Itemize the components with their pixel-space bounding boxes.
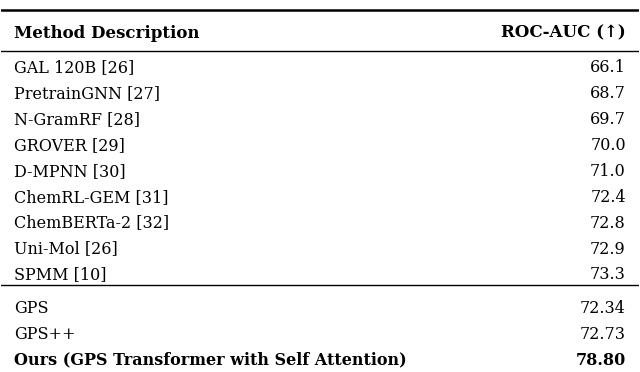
Text: 78.80: 78.80 — [575, 352, 626, 369]
Text: 72.9: 72.9 — [590, 241, 626, 257]
Text: 72.8: 72.8 — [590, 215, 626, 232]
Text: GROVER [29]: GROVER [29] — [14, 137, 125, 154]
Text: 72.73: 72.73 — [580, 326, 626, 343]
Text: 66.1: 66.1 — [590, 59, 626, 76]
Text: Ours (GPS Transformer with Self Attention): Ours (GPS Transformer with Self Attentio… — [14, 352, 407, 369]
Text: 69.7: 69.7 — [590, 111, 626, 128]
Text: Uni-Mol [26]: Uni-Mol [26] — [14, 241, 118, 257]
Text: ChemRL-GEM [31]: ChemRL-GEM [31] — [14, 189, 168, 206]
Text: 72.4: 72.4 — [590, 189, 626, 206]
Text: ChemBERTa-2 [32]: ChemBERTa-2 [32] — [14, 215, 169, 232]
Text: 73.3: 73.3 — [590, 266, 626, 283]
Text: D-MPNN [30]: D-MPNN [30] — [14, 163, 125, 180]
Text: GPS++: GPS++ — [14, 326, 76, 343]
Text: 68.7: 68.7 — [590, 85, 626, 102]
Text: SPMM [10]: SPMM [10] — [14, 266, 107, 283]
Text: GAL 120B [26]: GAL 120B [26] — [14, 59, 134, 76]
Text: GPS: GPS — [14, 300, 49, 317]
Text: N-GramRF [28]: N-GramRF [28] — [14, 111, 140, 128]
Text: 70.0: 70.0 — [590, 137, 626, 154]
Text: 72.34: 72.34 — [580, 300, 626, 317]
Text: PretrainGNN [27]: PretrainGNN [27] — [14, 85, 160, 102]
Text: Method Description: Method Description — [14, 25, 200, 42]
Text: ROC-AUC (↑): ROC-AUC (↑) — [501, 25, 626, 42]
Text: 71.0: 71.0 — [590, 163, 626, 180]
